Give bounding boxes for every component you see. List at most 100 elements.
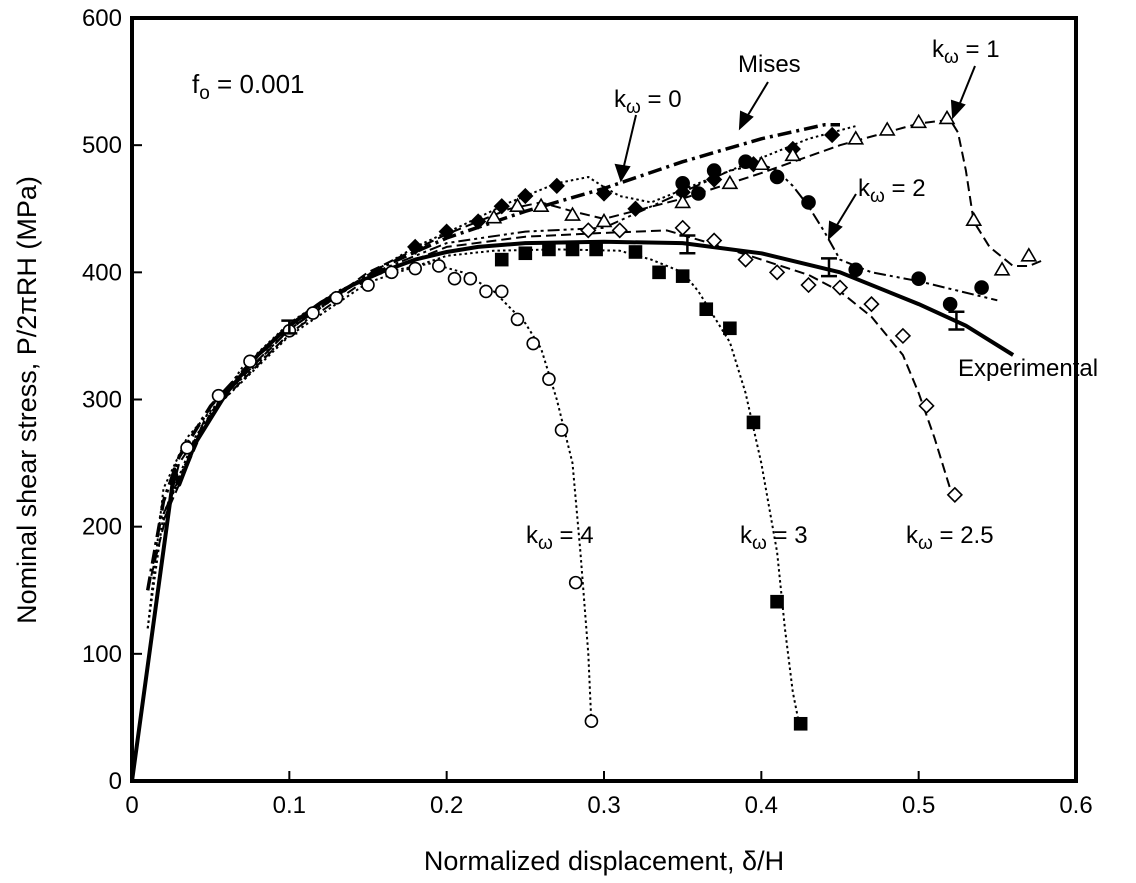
k2-label: kω = 2 — [858, 175, 926, 207]
marker-k-w-1 — [752, 155, 770, 171]
marker-k-w-3 — [675, 269, 690, 283]
marker-k-w-2 — [942, 296, 958, 312]
marker-k-w-4 — [431, 259, 446, 273]
marker-k-w-3 — [746, 415, 761, 430]
series-layer — [130, 109, 1045, 782]
x-tick-label: 0.1 — [273, 792, 306, 819]
marker-k-w-0 — [517, 187, 534, 205]
marker-k-w-3 — [652, 265, 666, 280]
marker-k-w-4 — [479, 284, 493, 299]
tick-layer: 0 0.1 0.2 0.3 0.4 0.5 0.6 0 100 200 300 400 500 600 — [82, 5, 1093, 819]
x-tick-label: 0.5 — [902, 792, 935, 819]
marker-k-w-1 — [847, 130, 865, 145]
marker-k-w-2 — [801, 195, 816, 210]
marker-k-w-2-5 — [831, 279, 849, 296]
marker-k-w-1 — [1020, 247, 1038, 262]
mises-label: Mises — [738, 51, 801, 78]
marker-k-w-3 — [518, 246, 533, 261]
k2-arrow-head — [827, 220, 843, 241]
mises-arrow — [744, 81, 769, 121]
marker-k-w-1 — [938, 109, 956, 125]
marker-k-w-3 — [793, 716, 808, 731]
marker-k-w-2-5 — [894, 327, 912, 345]
k1-arrow — [957, 65, 976, 109]
marker-k-w-1 — [595, 212, 613, 228]
k0-label: kω = 0 — [614, 86, 682, 118]
marker-k-w-2-5 — [918, 397, 935, 414]
y-tick-label: 400 — [82, 259, 122, 286]
marker-k-w-4 — [494, 284, 509, 299]
x-tick-label: 0.6 — [1059, 792, 1092, 819]
marker-k-w-1 — [878, 121, 896, 136]
marker-k-w-1 — [509, 197, 526, 213]
error-bar — [679, 234, 696, 255]
marker-k-w-3 — [628, 245, 643, 259]
series-line-k-w-3 — [162, 248, 801, 724]
marker-k-w-3 — [565, 242, 580, 257]
error-bar-layer — [281, 234, 965, 335]
series-line-k-w-1 — [146, 118, 1045, 591]
marker-k-w-1 — [485, 209, 503, 224]
series-line-k-w-4 — [146, 262, 593, 724]
marker-k-w-1 — [910, 113, 928, 129]
marker-k-w-2-5 — [800, 276, 817, 294]
marker-k-w-1 — [993, 261, 1011, 276]
k2-arrow — [833, 193, 857, 231]
fo-annotation: fo = 0.001 — [192, 69, 305, 104]
marker-k-w-2-5 — [580, 222, 597, 239]
marker-k-w-1 — [674, 193, 692, 209]
marker-k-w-2 — [911, 271, 926, 286]
marker-k-w-4 — [447, 271, 462, 286]
y-tick-label: 200 — [82, 514, 122, 541]
experimental-label: Experimental — [958, 355, 1098, 382]
k25-label: kω = 2.5 — [906, 522, 994, 554]
series-line-experimental — [130, 239, 1015, 782]
marker-k-w-1 — [721, 174, 739, 190]
marker-k-w-2 — [691, 186, 706, 201]
marker-k-w-3 — [494, 252, 509, 267]
marker-k-w-0 — [595, 185, 613, 202]
marker-k-w-4 — [211, 388, 226, 403]
marker-k-w-2 — [738, 154, 753, 169]
marker-k-w-3 — [589, 242, 603, 257]
marker-k-w-4 — [463, 271, 478, 286]
marker-k-w-4 — [361, 278, 375, 292]
plot-frame — [130, 16, 1078, 783]
marker-k-w-4 — [243, 354, 257, 369]
x-tick-label: 0 — [125, 792, 138, 819]
marker-k-w-2 — [769, 169, 785, 185]
y-tick-label: 500 — [82, 132, 122, 159]
k1-label: kω = 1 — [932, 36, 1000, 68]
marker-k-w-2-5 — [768, 264, 786, 281]
marker-k-w-2-5 — [863, 295, 880, 313]
marker-k-w-4 — [510, 312, 525, 327]
marker-k-w-4 — [584, 714, 599, 729]
marker-k-w-3 — [770, 594, 784, 609]
marker-k-w-1 — [784, 146, 802, 162]
series-line-k-w-2 — [162, 163, 998, 515]
marker-k-w-4 — [526, 336, 541, 351]
marker-k-w-1 — [965, 211, 983, 226]
x-tick-label: 0.4 — [745, 792, 778, 819]
x-tick-label: 0.3 — [587, 792, 620, 819]
error-bar — [820, 257, 837, 278]
marker-k-w-2-5 — [706, 232, 723, 249]
marker-k-w-1 — [564, 206, 581, 221]
marker-k-w-4 — [329, 290, 344, 305]
mises-arrow-head — [738, 110, 754, 131]
marker-k-w-4 — [542, 372, 556, 386]
marker-k-w-2 — [974, 280, 989, 295]
marker-k-w-0 — [470, 213, 487, 230]
marker-k-w-0 — [824, 126, 841, 144]
marker-k-w-2-5 — [674, 219, 691, 236]
y-tick-label: 300 — [82, 387, 122, 414]
marker-k-w-4 — [408, 261, 423, 276]
marker-k-w-0 — [438, 223, 455, 240]
marker-k-w-4 — [306, 306, 320, 320]
series-line-k-w-2-5 — [162, 229, 952, 521]
marker-k-w-2 — [848, 262, 864, 278]
marker-k-w-2-5 — [611, 222, 628, 239]
marker-k-w-3 — [723, 321, 737, 336]
marker-k-w-2-5 — [737, 251, 754, 268]
